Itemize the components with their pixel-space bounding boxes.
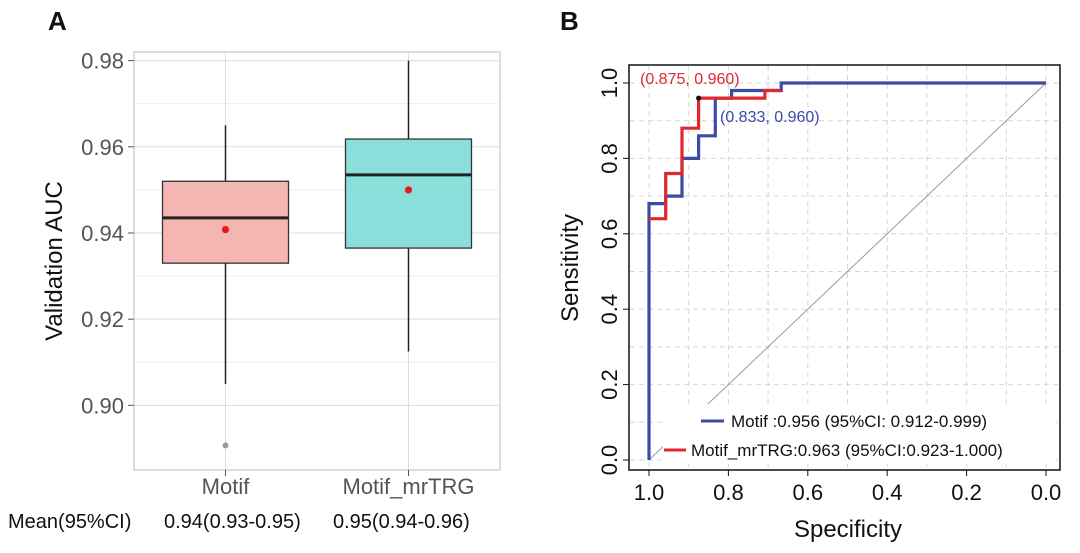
x-ticks-a: Motif Motif_mrTRG bbox=[202, 470, 475, 499]
y-tick-label-a: 0.94 bbox=[81, 221, 124, 246]
y-tick-label-a: 0.90 bbox=[81, 393, 124, 418]
x-tick-label-b: 0.0 bbox=[1031, 480, 1062, 505]
y-tick-label-b: 0.0 bbox=[597, 445, 622, 476]
x-tick-label-a: Motif bbox=[202, 474, 251, 499]
y-tick-label-b: 1.0 bbox=[597, 68, 622, 99]
panel-label-b: B bbox=[560, 6, 579, 36]
x-tick-label-a: Motif_mrTRG bbox=[343, 474, 475, 499]
y-tick-label-a: 0.92 bbox=[81, 307, 124, 332]
box-0 bbox=[161, 180, 290, 264]
outlier-point-0 bbox=[222, 442, 229, 449]
gridlines-b bbox=[630, 66, 1059, 469]
legend: Motif :0.956 (95%CI: 0.912-0.999) Motif_… bbox=[663, 404, 1056, 464]
mean-point-0 bbox=[221, 225, 230, 234]
y-tick-label-a: 0.98 bbox=[81, 49, 124, 74]
boxplot-panel: 0.90 0.92 0.94 0.96 0.98 Motif Motif_mrTRG Va… bbox=[8, 49, 501, 533]
mean-ci-label: Mean(95%CI) bbox=[8, 511, 131, 533]
legend-label-motif-mrtrg: Motif_mrTRG:0.963 (95%CI:0.923-1.000) bbox=[691, 441, 1003, 460]
x-tick-label-b: 0.4 bbox=[872, 480, 903, 505]
y-ticks-b: 0.0 0.2 0.4 0.6 0.8 1.0 bbox=[597, 68, 629, 476]
mean-point-1 bbox=[404, 186, 413, 194]
annotation-motif-mrtrg: (0.875, 0.960) bbox=[640, 71, 740, 88]
x-tick-label-b: 0.8 bbox=[713, 480, 744, 505]
mean-ci-motif-mrtrg: 0.95(0.94-0.96) bbox=[333, 511, 470, 533]
legend-background bbox=[663, 404, 1056, 464]
roc-curve-motif-mrtrg bbox=[649, 88, 782, 221]
y-tick-label-b: 0.6 bbox=[597, 219, 622, 250]
roc-panel: 0.0 0.2 0.4 0.6 0.8 1.0 1.0 0.8 0.6 0.4 0.2 0.0 (0… bbox=[557, 64, 1062, 543]
roc-annotations: (0.875, 0.960) (0.833, 0.960) bbox=[640, 71, 820, 126]
y-ticks-a: 0.90 0.92 0.94 0.96 0.98 bbox=[81, 49, 134, 418]
x-tick-label-b: 0.6 bbox=[793, 480, 824, 505]
y-tick-label-a: 0.96 bbox=[81, 135, 124, 160]
x-tick-label-b: 1.0 bbox=[634, 480, 665, 505]
roc-curves bbox=[647, 81, 1046, 460]
legend-label-motif: Motif :0.956 (95%CI: 0.912-0.999) bbox=[731, 412, 987, 431]
y-axis-title-a: Validation AUC bbox=[41, 181, 68, 341]
y-tick-label-b: 0.8 bbox=[597, 143, 622, 174]
box-1 bbox=[344, 138, 473, 249]
x-axis-title-b: Specificity bbox=[794, 516, 902, 543]
y-axis-title-b: Sensitivity bbox=[557, 214, 584, 322]
plot-area-b bbox=[628, 64, 1061, 471]
x-ticks-b: 1.0 0.8 0.6 0.4 0.2 0.0 bbox=[634, 470, 1062, 505]
panel-label-a: A bbox=[48, 6, 67, 36]
annotation-motif: (0.833, 0.960) bbox=[720, 109, 820, 126]
diagonal-reference-line bbox=[648, 82, 1047, 461]
mean-ci-motif: 0.94(0.93-0.95) bbox=[164, 511, 301, 533]
y-tick-label-b: 0.2 bbox=[597, 369, 622, 400]
threshold-point-motif-mrtrg bbox=[696, 95, 702, 101]
y-tick-label-b: 0.4 bbox=[597, 294, 622, 325]
boxes bbox=[161, 60, 473, 449]
x-tick-label-b: 0.2 bbox=[951, 480, 982, 505]
